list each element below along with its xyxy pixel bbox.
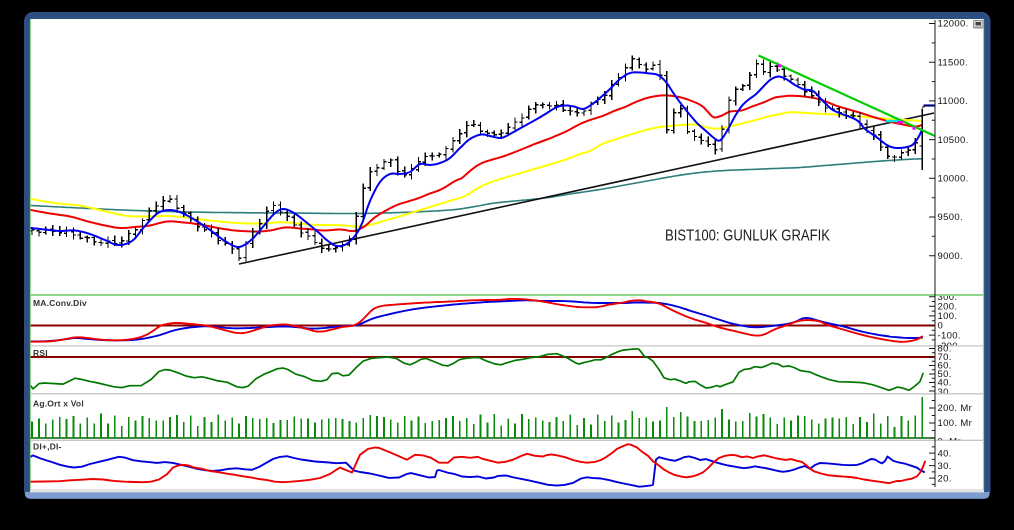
svg-text:20.: 20.: [938, 473, 952, 484]
svg-text:Ag.Ort x Vol: Ag.Ort x Vol: [33, 399, 84, 409]
svg-text:100.: 100.: [938, 311, 958, 322]
svg-text:60.: 60.: [938, 361, 952, 372]
svg-text:11000.: 11000.: [938, 96, 968, 107]
svg-text:9000.: 9000.: [938, 251, 964, 262]
svg-text:200. Mr: 200. Mr: [938, 403, 973, 414]
svg-text:40.: 40.: [938, 378, 952, 389]
svg-text:0: 0: [938, 321, 944, 332]
svg-text:50.: 50.: [938, 369, 952, 380]
svg-text:200.: 200.: [938, 302, 958, 313]
svg-text:80.: 80.: [938, 344, 952, 355]
svg-text:RSI: RSI: [33, 348, 48, 358]
svg-text:MA.Conv.Div: MA.Conv.Div: [33, 298, 87, 308]
svg-text:30.: 30.: [938, 461, 952, 472]
svg-text:12000.: 12000.: [938, 19, 969, 30]
svg-text:-200.: -200.: [938, 341, 961, 352]
svg-text:10000.: 10000.: [938, 174, 969, 185]
svg-text:100. Mr: 100. Mr: [938, 418, 973, 429]
svg-text:40.: 40.: [938, 448, 952, 459]
svg-text:11500.: 11500.: [938, 57, 968, 68]
svg-text:0. Mr: 0. Mr: [938, 436, 961, 447]
svg-text:BIST100: GUNLUK GRAFIK: BIST100: GUNLUK GRAFIK: [665, 227, 831, 244]
svg-text:9500.: 9500.: [938, 212, 964, 223]
svg-text:10500.: 10500.: [938, 135, 969, 146]
svg-text:70.: 70.: [938, 352, 952, 363]
svg-text:-100.: -100.: [938, 330, 961, 341]
svg-text:300.: 300.: [938, 292, 958, 303]
svg-text:30.: 30.: [938, 387, 952, 398]
svg-text:DI+,DI-: DI+,DI-: [33, 442, 62, 452]
